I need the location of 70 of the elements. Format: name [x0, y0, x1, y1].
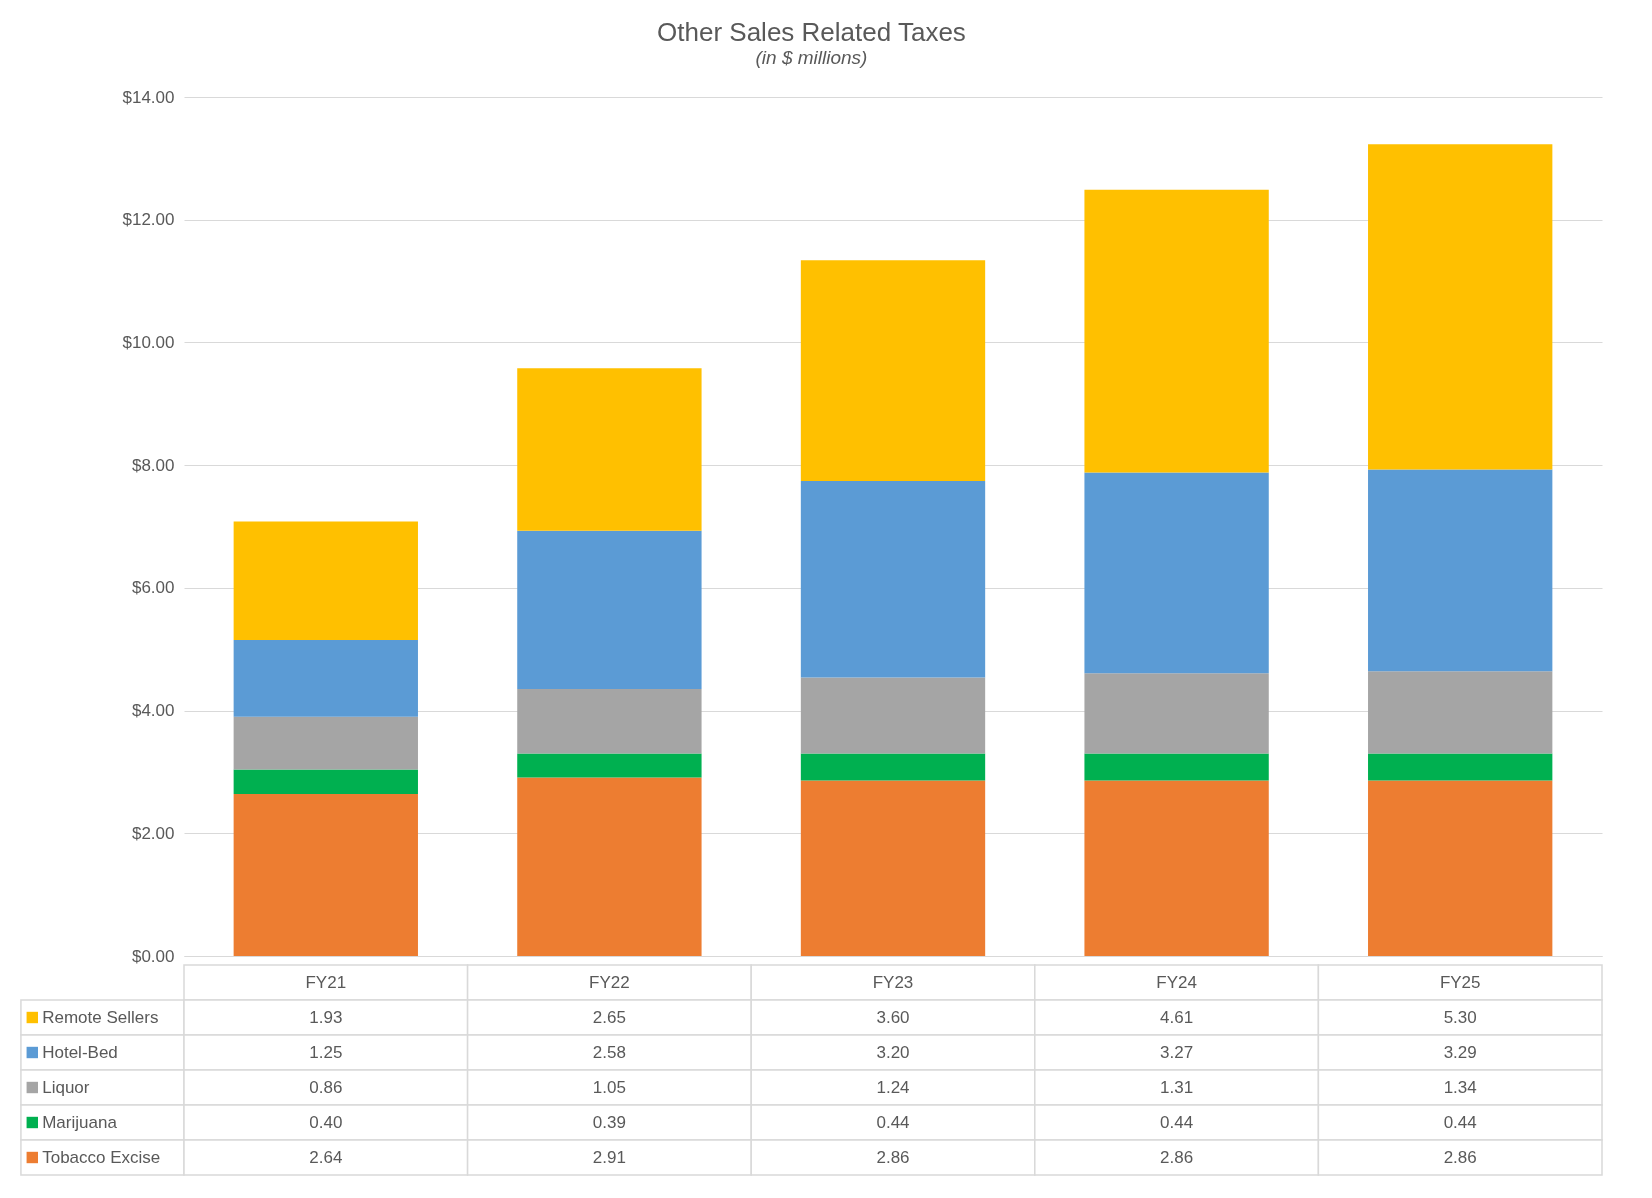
data-label: 1.25 [309, 1042, 343, 1062]
bar [800, 481, 986, 678]
bar [1368, 780, 1553, 956]
y-tick-label: $10.00 [122, 332, 175, 352]
bar [233, 769, 418, 795]
legend-label: Marijuana [42, 1112, 118, 1132]
bar [517, 777, 702, 956]
bar [233, 716, 418, 770]
bar [800, 677, 986, 754]
y-tick-label: $8.00 [131, 455, 175, 475]
x-tick-label: FY24 [1156, 972, 1197, 992]
bar [1368, 753, 1553, 781]
bar [1368, 469, 1553, 672]
bar [517, 753, 702, 778]
x-tick-label: FY25 [1439, 972, 1481, 992]
y-tick-label: $14.00 [122, 87, 175, 107]
data-label: 2.86 [1160, 1147, 1194, 1167]
data-label: 0.44 [876, 1112, 910, 1132]
bar [233, 521, 418, 641]
bar [800, 753, 986, 781]
bar [517, 530, 702, 690]
data-label: 3.20 [876, 1042, 910, 1062]
data-label: 0.86 [309, 1077, 343, 1097]
bar [1084, 673, 1269, 754]
bar [800, 780, 986, 956]
bar [1368, 144, 1553, 470]
data-label: 1.05 [592, 1077, 626, 1097]
data-label: 2.86 [876, 1147, 910, 1167]
data-label: 4.61 [1160, 1007, 1194, 1027]
bar [1368, 671, 1553, 754]
data-label: 1.93 [309, 1007, 343, 1027]
data-label: 2.58 [592, 1042, 626, 1062]
data-label: 2.91 [592, 1147, 626, 1167]
bar [1084, 472, 1269, 674]
bar [1084, 753, 1269, 781]
chart-subtitle: (in $ millions) [755, 47, 868, 68]
legend-label: Hotel-Bed [42, 1042, 118, 1062]
data-label: 2.65 [592, 1007, 626, 1027]
data-label: 2.86 [1443, 1147, 1477, 1167]
bar [1084, 189, 1269, 473]
x-tick-label: FY23 [872, 972, 914, 992]
bar [517, 368, 702, 531]
y-tick-label: $0.00 [131, 946, 175, 966]
data-label: 1.31 [1160, 1077, 1194, 1097]
data-label: 1.34 [1443, 1077, 1477, 1097]
data-label: 1.24 [876, 1077, 910, 1097]
data-label: 3.60 [876, 1007, 910, 1027]
data-label: 5.30 [1443, 1007, 1477, 1027]
bar [800, 260, 986, 482]
data-label: 2.64 [309, 1147, 343, 1167]
bar [233, 640, 418, 717]
y-tick-label: $4.00 [131, 701, 175, 721]
bar [233, 794, 418, 956]
data-label: 3.27 [1160, 1042, 1194, 1062]
chart-title: Other Sales Related Taxes [657, 17, 966, 47]
data-label: 0.39 [592, 1112, 626, 1132]
y-tick-label: $12.00 [122, 210, 175, 230]
legend-label: Tobacco Excise [42, 1147, 161, 1167]
x-tick-label: FY22 [589, 972, 630, 992]
data-label: 0.44 [1160, 1112, 1194, 1132]
y-tick-label: $2.00 [131, 823, 175, 843]
legend-label: Remote Sellers [42, 1007, 159, 1027]
x-tick-label: FY21 [305, 972, 347, 992]
legend-label: Liquor [42, 1077, 90, 1097]
bar [1084, 780, 1269, 956]
y-tick-label: $6.00 [131, 578, 175, 598]
bar [517, 689, 702, 754]
data-label: 0.40 [309, 1112, 343, 1132]
data-label: 0.44 [1443, 1112, 1477, 1132]
data-label: 3.29 [1443, 1042, 1477, 1062]
